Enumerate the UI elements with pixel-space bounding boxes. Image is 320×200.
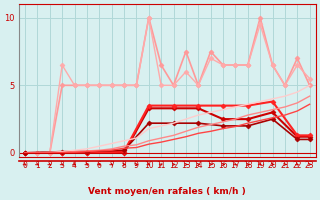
X-axis label: Vent moyen/en rafales ( km/h ): Vent moyen/en rafales ( km/h ) — [88, 187, 246, 196]
